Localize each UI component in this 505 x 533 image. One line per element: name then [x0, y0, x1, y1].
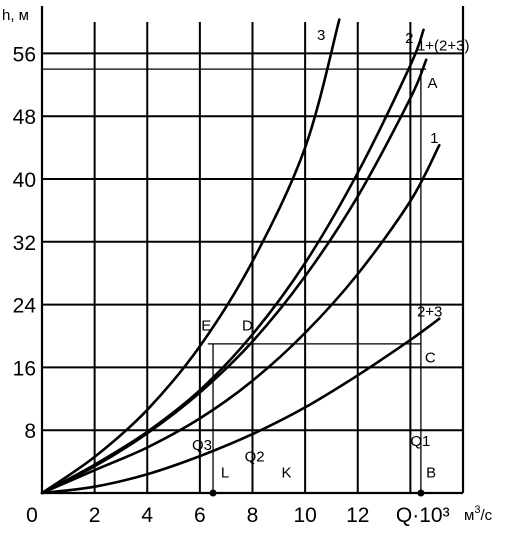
x-tick-label: 10 [293, 504, 316, 527]
label-B: B [426, 464, 436, 481]
label-E: E [201, 318, 211, 335]
y-tick-label: 24 [13, 295, 37, 318]
label-2-3: 2+3 [417, 303, 442, 320]
label-3: 3 [317, 27, 325, 44]
y-tick-label: 40 [13, 169, 36, 192]
label-D: D [242, 318, 253, 335]
curves [40, 18, 441, 495]
label-C: C [425, 350, 436, 367]
x-axis-unit: м3/с [464, 504, 493, 524]
x-tick-label: 2 [89, 504, 101, 527]
x-tick-label: 0 [26, 504, 38, 527]
y-axis-label: h, м [2, 7, 29, 24]
point-labels: 3 2 1+(2+3) A 1 2+3 C E D Q3 L Q2 K Q1 B [192, 27, 470, 481]
axes [40, 6, 465, 495]
series-line-1 [40, 143, 441, 495]
grid [42, 22, 463, 493]
label-Q2: Q2 [245, 449, 265, 466]
label-Q1: Q1 [410, 433, 430, 450]
series-line-2-3 [40, 317, 441, 495]
x-tick-label: 6 [194, 504, 206, 527]
series-line-1-2-3- [40, 58, 428, 495]
x-tick-label: Q·10³ [396, 504, 450, 527]
reference-lines [42, 45, 427, 497]
label-1: 1 [430, 130, 438, 147]
y-tick-label: 48 [13, 106, 36, 129]
x-tick-label: 8 [247, 504, 259, 527]
label-2: 2 [405, 30, 413, 47]
label-Q3: Q3 [192, 437, 212, 454]
label-A: A [427, 75, 437, 92]
y-tick-label: 32 [13, 232, 36, 255]
label-K: K [281, 464, 291, 481]
series-line-2 [40, 28, 425, 495]
y-tick-label: 56 [13, 43, 36, 66]
x-tick-label: 12 [346, 504, 369, 527]
label-L: L [221, 464, 229, 481]
y-tick-label: 8 [24, 420, 36, 443]
series-line-3 [40, 18, 341, 495]
x-tick-label: 4 [141, 504, 153, 527]
y-tick-label: 16 [13, 357, 36, 380]
label-1-2-3-: 1+(2+3) [417, 37, 470, 54]
